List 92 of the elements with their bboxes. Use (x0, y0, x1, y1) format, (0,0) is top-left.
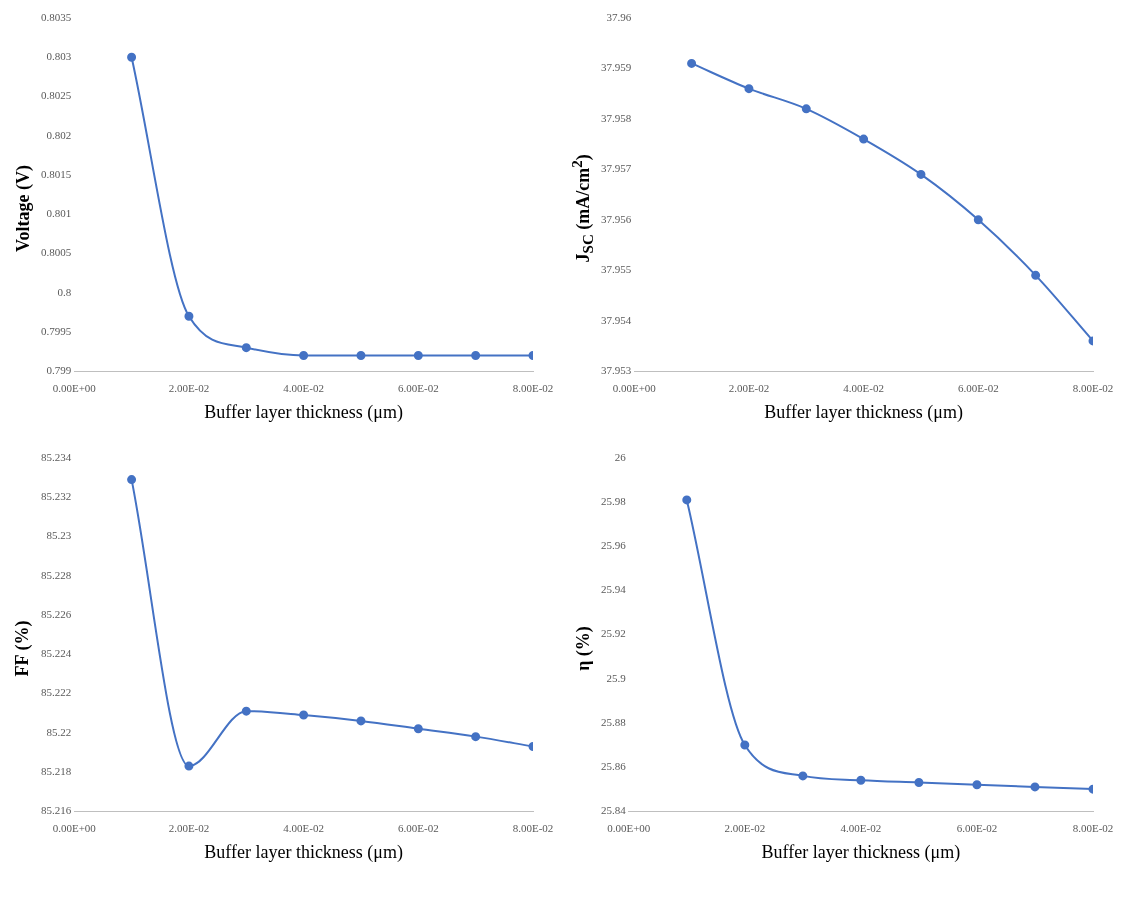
point (299, 710, 309, 720)
x-tick-label: 8.00E-02 (1072, 821, 1114, 834)
y-tick-label: 85.224 (41, 647, 72, 660)
y-tick-label: 0.8005 (41, 246, 72, 259)
x-tick-label: 0.00E+00 (52, 821, 97, 834)
x-axis-title: Buffer layer thickness (μm) (761, 841, 961, 863)
point (1030, 782, 1040, 792)
point (127, 475, 137, 485)
y-tick-label: 37.953 (601, 364, 632, 377)
point (471, 732, 481, 742)
y-tick-label: 25.9 (606, 671, 627, 684)
point (413, 351, 423, 360)
x-tick-label: 4.00E-02 (283, 381, 324, 394)
y-tick-label: 0.801 (46, 207, 72, 220)
y-tick-label: 85.23 (46, 529, 72, 542)
y-tick-label: 25.98 (601, 495, 627, 508)
x-tick-label: 4.00E-02 (283, 821, 324, 834)
y-tick-label: 0.803 (46, 50, 72, 63)
x-tick-label: 6.00E-02 (397, 381, 439, 394)
point (859, 134, 869, 144)
x-axis-title: Buffer layer thickness (μm) (764, 401, 964, 423)
y-tick-label: 85.218 (41, 764, 72, 777)
x-axis-title: Buffer layer thickness (μm) (204, 841, 404, 863)
y-tick-label: 0.8 (57, 285, 72, 298)
point (740, 740, 750, 750)
x-tick-label: 6.00E-02 (397, 821, 439, 834)
point (798, 771, 808, 781)
point (744, 84, 754, 94)
y-tick-label: 37.957 (601, 162, 632, 175)
x-tick-label: 4.00E-02 (840, 821, 882, 834)
point (972, 780, 982, 790)
y-tick-label: 25.94 (601, 583, 627, 596)
point (127, 52, 137, 62)
y-tick-label: 85.226 (41, 607, 72, 620)
point (856, 775, 866, 785)
y-axis-title: FF (%) (12, 620, 34, 676)
point (356, 351, 366, 360)
x-tick-label: 6.00E-02 (957, 381, 999, 394)
x-tick-label: 8.00E-02 (512, 381, 554, 394)
x-tick-label: 2.00E-02 (724, 821, 766, 834)
x-tick-label: 0.00E+00 (52, 381, 97, 394)
point (299, 351, 309, 360)
y-tick-label: 37.959 (601, 61, 632, 74)
x-tick-label: 8.00E-02 (512, 821, 554, 834)
y-tick-label: 37.955 (601, 263, 632, 276)
x-tick-label: 4.00E-02 (843, 381, 884, 394)
point (916, 169, 926, 179)
x-tick-label: 2.00E-02 (168, 381, 210, 394)
y-tick-label: 26 (614, 450, 627, 463)
y-tick-label: 37.956 (601, 212, 632, 225)
point (801, 104, 811, 114)
point (1031, 270, 1041, 280)
x-tick-label: 2.00E-02 (168, 821, 210, 834)
y-tick-label: 25.96 (601, 539, 627, 552)
y-tick-label: 37.954 (601, 313, 632, 326)
y-tick-label: 85.228 (41, 568, 72, 581)
x-tick-label: 0.00E+00 (612, 381, 657, 394)
y-tick-label: 25.84 (601, 804, 627, 817)
x-tick-label: 2.00E-02 (728, 381, 770, 394)
point (687, 58, 697, 68)
y-tick-label: 85.216 (41, 804, 72, 817)
y-tick-label: 25.88 (601, 715, 627, 728)
y-tick-label: 0.802 (46, 128, 72, 141)
x-tick-label: 0.00E+00 (607, 821, 651, 834)
point (413, 724, 423, 734)
point (471, 351, 481, 360)
y-tick-label: 0.8025 (41, 89, 72, 102)
y-tick-label: 85.234 (41, 450, 72, 463)
point (241, 343, 251, 353)
x-tick-label: 6.00E-02 (956, 821, 998, 834)
y-tick-label: 0.7995 (41, 324, 72, 337)
y-tick-label: 0.8015 (41, 167, 72, 180)
y-axis-title: Voltage (V) (12, 164, 34, 252)
point (356, 716, 366, 726)
y-tick-label: 25.86 (601, 759, 627, 772)
y-tick-label: 85.232 (41, 490, 72, 503)
point (914, 778, 924, 787)
x-tick-label: 8.00E-02 (1072, 381, 1114, 394)
point (973, 215, 983, 225)
y-tick-label: 37.96 (606, 10, 632, 23)
y-tick-label: 0.8035 (41, 10, 72, 23)
point (184, 761, 194, 771)
point (241, 706, 251, 716)
point (682, 495, 692, 505)
y-tick-label: 85.222 (41, 686, 72, 699)
y-tick-label: 37.958 (601, 111, 632, 124)
y-axis-title: η (%) (572, 625, 594, 671)
x-axis-title: Buffer layer thickness (μm) (204, 401, 404, 423)
y-tick-label: 25.92 (601, 627, 626, 640)
y-tick-label: 85.22 (46, 725, 72, 738)
y-tick-label: 0.799 (46, 364, 72, 377)
point (184, 311, 194, 321)
